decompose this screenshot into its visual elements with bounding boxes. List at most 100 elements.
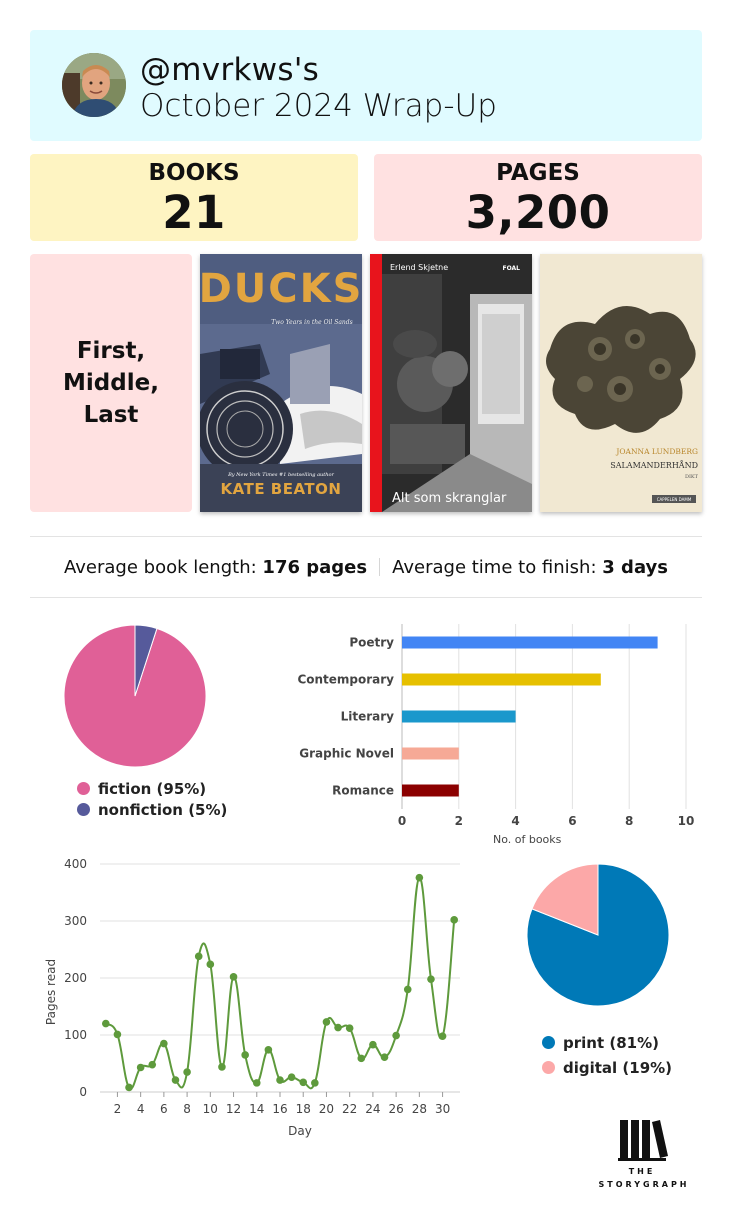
cover-3-publisher: CAPPELEN DAMM	[657, 497, 692, 502]
logo-line1: THE	[629, 1167, 656, 1176]
bar-romance	[402, 784, 459, 797]
line-point	[276, 1076, 284, 1084]
books-stat: BOOKS 21	[30, 154, 358, 241]
bar-x-tick-label: 8	[625, 814, 633, 828]
legend-dot-fiction	[77, 782, 90, 795]
line-point	[415, 873, 424, 882]
line-y-tick-label: 0	[79, 1085, 87, 1099]
cover-1-title: DUCKS	[200, 266, 362, 312]
bar-category-label: Contemporary	[297, 673, 394, 687]
line-x-tick-label: 28	[412, 1102, 427, 1116]
wrap-up-title: October 2024 Wrap-Up	[140, 88, 497, 124]
line-point	[345, 1024, 354, 1032]
line-point	[299, 1078, 308, 1087]
line-point	[252, 1079, 261, 1087]
logo-line2: STORYGRAPH	[598, 1180, 689, 1189]
legend-item-digital: digital (19%)	[542, 1055, 672, 1080]
print-digital-pie-chart	[526, 863, 670, 1007]
cover-2-author: Erlend Skjetne	[390, 263, 448, 272]
line-point	[311, 1079, 319, 1087]
line-x-tick-label: 24	[365, 1102, 380, 1116]
bar-category-label: Literary	[341, 710, 395, 724]
line-point	[136, 1063, 145, 1072]
line-x-tick-label: 14	[249, 1102, 264, 1116]
first-middle-last-label: First, Middle, Last	[63, 338, 159, 428]
line-point	[369, 1040, 377, 1049]
line-x-tick-label: 16	[272, 1102, 287, 1116]
line-point	[218, 1063, 226, 1071]
fiction-pie-legend: fiction (95%) nonfiction (5%)	[77, 778, 227, 820]
cover-3-title: SALAMANDERHÅND	[610, 461, 698, 470]
line-point	[322, 1018, 331, 1026]
bar-x-tick-label: 10	[678, 814, 695, 828]
format-pie-legend: print (81%) digital (19%)	[542, 1030, 672, 1080]
line-point	[102, 1019, 110, 1028]
line-y-tick-label: 100	[64, 1028, 87, 1042]
bar-x-axis-label: No. of books	[493, 833, 562, 846]
line-point	[148, 1060, 157, 1069]
pages-stat: PAGES 3,200	[374, 154, 702, 241]
line-y-tick-label: 200	[64, 971, 87, 985]
bar-poetry	[402, 636, 658, 649]
bar-x-tick-label: 0	[398, 814, 406, 828]
cover-1-author: KATE BEATON	[221, 480, 342, 498]
legend-item-nonfiction: nonfiction (5%)	[77, 799, 227, 820]
line-point	[125, 1083, 133, 1092]
wrap-up-header: @mvrkws's October 2024 Wrap-Up	[30, 30, 702, 141]
cover-3-author: JOANNA LUNDBERG	[615, 447, 698, 456]
line-series-pages-read	[105, 876, 456, 1090]
storygraph-logo[interactable]: THE STORYGRAPH	[588, 1118, 698, 1190]
cover-1-subtitle: Two Years in the Oil Sands	[271, 319, 352, 326]
divider-bottom	[30, 597, 702, 598]
legend-label-nonfiction: nonfiction (5%)	[98, 800, 228, 819]
line-point	[183, 1068, 191, 1076]
avg-time-value: 3 days	[602, 556, 668, 578]
books-value: 21	[162, 186, 226, 239]
bar-literary	[402, 710, 516, 723]
line-x-tick-label: 18	[296, 1102, 311, 1116]
legend-dot-print	[542, 1036, 555, 1049]
bar-x-tick-label: 6	[568, 814, 576, 828]
pages-label: PAGES	[496, 160, 580, 186]
line-point	[264, 1046, 273, 1054]
legend-label-fiction: fiction (95%)	[98, 779, 207, 798]
avg-length-value: 176 pages	[262, 556, 368, 578]
line-x-tick-label: 20	[319, 1102, 334, 1116]
cover-3-subtitle: DIKT	[685, 474, 699, 480]
line-x-tick-label: 6	[160, 1102, 168, 1116]
book-cover-first[interactable]: DUCKS Two Years in the Oil Sands By New …	[200, 254, 362, 512]
averages-row: Average book length: 176 pages Average t…	[30, 537, 702, 597]
cover-2-publisher: FOAL	[502, 265, 520, 272]
bar-x-tick-label: 4	[511, 814, 519, 828]
line-x-tick-label: 10	[203, 1102, 218, 1116]
bar-category-label: Romance	[332, 784, 394, 798]
avg-time-label: Average time to finish:	[392, 556, 597, 578]
avatar[interactable]	[62, 53, 126, 117]
pie-slice-nonfiction	[134, 624, 158, 697]
book-cover-middle[interactable]: Erlend Skjetne FOAL Alt som skranglar	[370, 254, 532, 512]
legend-dot-digital	[542, 1061, 555, 1074]
bar-contemporary	[402, 673, 601, 686]
bar-graphic-novel	[402, 747, 459, 760]
line-x-axis-label: Day	[288, 1124, 312, 1138]
divider-top	[30, 536, 702, 537]
line-x-tick-label: 2	[114, 1102, 122, 1116]
line-point	[450, 916, 458, 924]
line-point	[229, 973, 238, 981]
bar-category-label: Graphic Novel	[299, 747, 394, 761]
line-point	[357, 1054, 366, 1063]
line-point	[160, 1039, 168, 1048]
line-y-tick-label: 300	[64, 914, 87, 928]
line-point	[206, 960, 215, 969]
line-point	[287, 1073, 296, 1081]
legend-dot-nonfiction	[77, 803, 90, 816]
legend-item-fiction: fiction (95%)	[77, 778, 227, 799]
line-x-tick-label: 30	[435, 1102, 450, 1116]
pages-value: 3,200	[465, 186, 611, 239]
line-point	[427, 975, 435, 983]
line-x-tick-label: 26	[388, 1102, 403, 1116]
line-point	[403, 985, 412, 994]
line-point	[241, 1051, 249, 1059]
book-cover-last[interactable]: JOANNA LUNDBERG SALAMANDERHÅND DIKT CAPP…	[540, 254, 702, 512]
line-x-tick-label: 22	[342, 1102, 357, 1116]
